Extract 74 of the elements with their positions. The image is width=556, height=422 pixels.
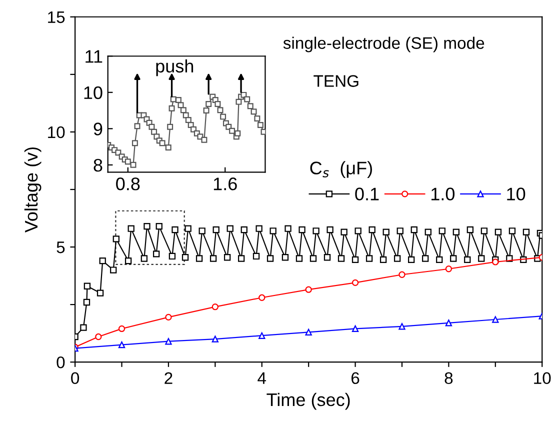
point: [175, 97, 182, 103]
x-tick-label: 1.6: [214, 178, 237, 190]
point: [240, 92, 247, 98]
point: [212, 304, 219, 310]
point: [118, 341, 126, 348]
legend-label: 0.1: [355, 188, 379, 200]
point: [352, 279, 359, 286]
x-tick-label: 2: [164, 372, 172, 384]
annotation: TENG: [314, 75, 358, 87]
point: [148, 124, 155, 130]
point: [257, 122, 264, 128]
x-tick-label: 10: [534, 372, 551, 384]
point: [445, 320, 452, 326]
point: [214, 101, 221, 107]
point: [492, 258, 499, 266]
x-tick-label: 6: [351, 372, 360, 384]
point: [165, 314, 172, 321]
point: [168, 105, 175, 112]
point: [178, 102, 184, 108]
point: [352, 325, 359, 332]
legend-label: 1.0: [431, 188, 455, 200]
point: [305, 286, 312, 293]
point: [165, 144, 172, 150]
point: [398, 271, 406, 278]
point: [180, 107, 186, 114]
x-tick-label: 0: [71, 372, 80, 384]
y-tick-label: 10: [48, 126, 65, 138]
point: [258, 332, 266, 339]
legend-title: C$_{s}$ (μF): [310, 161, 372, 178]
point: [212, 336, 219, 342]
point: [130, 162, 136, 168]
y-tick-label: 11: [86, 50, 102, 63]
point: [492, 316, 499, 323]
point: [234, 130, 241, 136]
point: [115, 150, 122, 156]
annotation: single-electrode (SE) mode: [283, 36, 484, 52]
point: [236, 98, 242, 105]
y-tick-label: 9: [94, 122, 102, 136]
point: [229, 128, 236, 134]
y-axis-title: Voltage (v): [24, 147, 42, 233]
y-tick-label: 10: [84, 86, 102, 100]
point: [250, 108, 257, 115]
x-tick-label: 0.8: [116, 178, 140, 190]
point: [167, 124, 174, 130]
point: [203, 108, 210, 114]
point: [254, 116, 260, 122]
y-tick-label: 5: [56, 242, 65, 254]
annotation: push: [156, 59, 194, 76]
point: [445, 266, 452, 272]
point: [244, 96, 250, 102]
point: [124, 158, 131, 165]
point: [217, 107, 224, 114]
point: [134, 123, 140, 130]
x-axis-title: Time (sec): [266, 392, 350, 410]
point: [118, 325, 126, 332]
y-tick-label: 8: [94, 158, 102, 172]
point: [258, 294, 266, 301]
y-tick-label: 0: [56, 356, 65, 368]
x-tick-label: 8: [444, 372, 453, 384]
point: [201, 136, 208, 143]
y-tick-label: 15: [48, 11, 65, 24]
x-tick-label: 4: [258, 372, 266, 384]
point: [132, 140, 138, 146]
point: [247, 103, 254, 110]
point: [95, 333, 102, 340]
point: [185, 116, 192, 123]
point: [305, 328, 312, 336]
point: [398, 323, 406, 330]
legend-label: 10: [507, 188, 526, 200]
point: [206, 101, 212, 107]
point: [165, 338, 172, 345]
point: [220, 114, 226, 120]
point: [260, 128, 266, 135]
point: [159, 140, 166, 146]
